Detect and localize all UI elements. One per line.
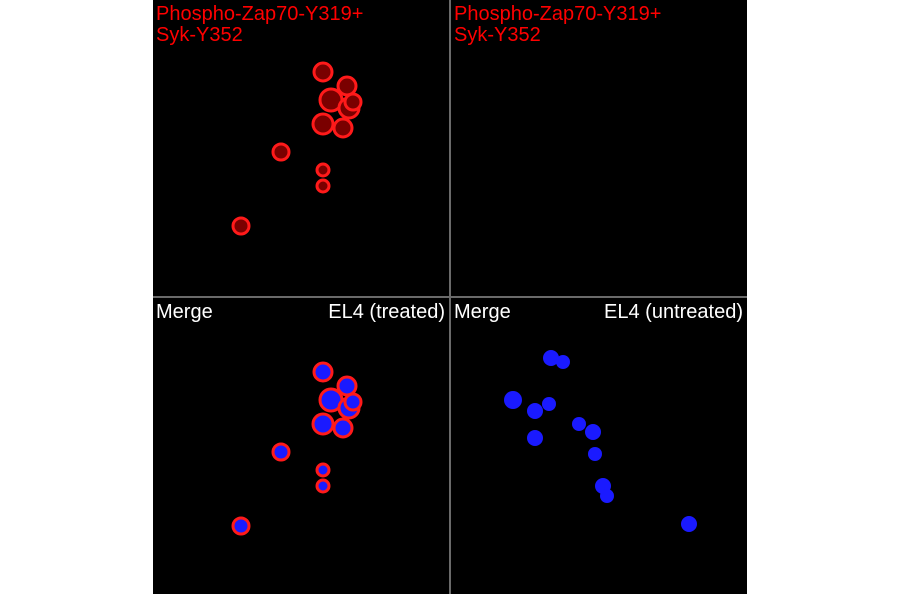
cell <box>527 430 543 446</box>
panel-treated-merge: Merge EL4 (treated) <box>153 298 449 594</box>
cell <box>588 447 602 461</box>
cell <box>681 516 697 532</box>
cell <box>315 478 331 494</box>
cell <box>600 489 614 503</box>
condition-label: EL4 (untreated) <box>604 301 743 323</box>
microscopy-figure: Phospho-Zap70-Y319+ Syk-Y352 Phospho-Zap… <box>153 0 747 594</box>
merge-label: Merge <box>454 301 511 323</box>
cell <box>527 403 543 419</box>
horizontal-divider <box>153 296 747 298</box>
cell <box>231 516 251 536</box>
stain-label-line2: Syk-Y352 <box>454 24 541 46</box>
panel-treated-phospho: Phospho-Zap70-Y319+ Syk-Y352 <box>153 0 449 296</box>
cell <box>343 392 363 412</box>
cell <box>311 112 335 136</box>
cell-image <box>231 61 363 236</box>
stain-label-line1: Phospho-Zap70-Y319+ <box>156 3 364 25</box>
cell <box>315 462 331 478</box>
cell <box>312 361 334 383</box>
cell-image <box>504 350 697 532</box>
stain-label-line2: Syk-Y352 <box>156 24 243 46</box>
cell <box>271 142 291 162</box>
stain-label-line1: Phospho-Zap70-Y319+ <box>454 3 662 25</box>
cell-image <box>231 361 363 536</box>
panel-untreated-phospho: Phospho-Zap70-Y319+ Syk-Y352 <box>451 0 747 296</box>
condition-label: EL4 (treated) <box>328 301 445 323</box>
cell <box>543 350 559 366</box>
cell <box>332 417 354 439</box>
cell <box>312 61 334 83</box>
cell <box>315 178 331 194</box>
cell <box>585 424 601 440</box>
cell <box>542 397 556 411</box>
merge-label: Merge <box>156 301 213 323</box>
cell <box>311 412 335 436</box>
cell <box>504 391 522 409</box>
cell <box>343 92 363 112</box>
cell <box>332 117 354 139</box>
cell <box>315 162 331 178</box>
cell <box>271 442 291 462</box>
cell <box>231 216 251 236</box>
panel-untreated-merge: Merge EL4 (untreated) <box>451 298 747 594</box>
cell <box>572 417 586 431</box>
cell <box>556 355 570 369</box>
